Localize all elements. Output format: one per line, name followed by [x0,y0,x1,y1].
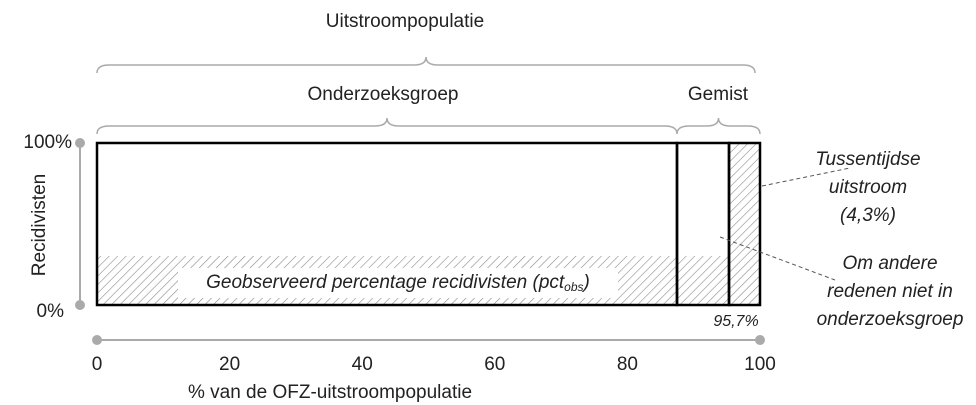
note: uitstroom [829,177,907,198]
x-tick-label: 100 [744,354,776,375]
missed-label: Gemist [688,84,749,105]
x-tick-label: 40 [352,354,373,375]
note: (4,3%) [840,205,896,226]
y-top-label: 100% [23,132,72,153]
brace [676,117,761,135]
x-tick-label: 0 [92,354,103,375]
x-tick-label: 80 [617,354,638,375]
note: redenen niet in [827,281,953,302]
brace [96,56,756,74]
x-tick-label: 20 [219,354,240,375]
studied-label: Onderzoeksgroep [307,84,458,105]
note: Om andere [842,253,937,274]
marker-label: 95,7% [713,313,758,330]
brace [96,117,678,135]
interim-area [729,143,760,305]
note: onderzoeksgroep [817,309,964,330]
note: Tussentijdse [815,149,920,170]
connector [761,167,851,187]
axes [75,138,765,345]
x-tick-label: 60 [484,354,505,375]
title: Uitstroompopulatie [326,11,484,32]
label-bg [178,268,618,298]
x-axis-title: % van de OFZ-uitstroompopulatie [188,382,472,403]
observed-label: Geobserveerd percentage recidivisten (pc… [206,272,590,294]
y-bottom-label: 0% [37,301,65,322]
y-axis-title: Recidivisten [29,174,50,276]
interim-box [727,141,762,307]
